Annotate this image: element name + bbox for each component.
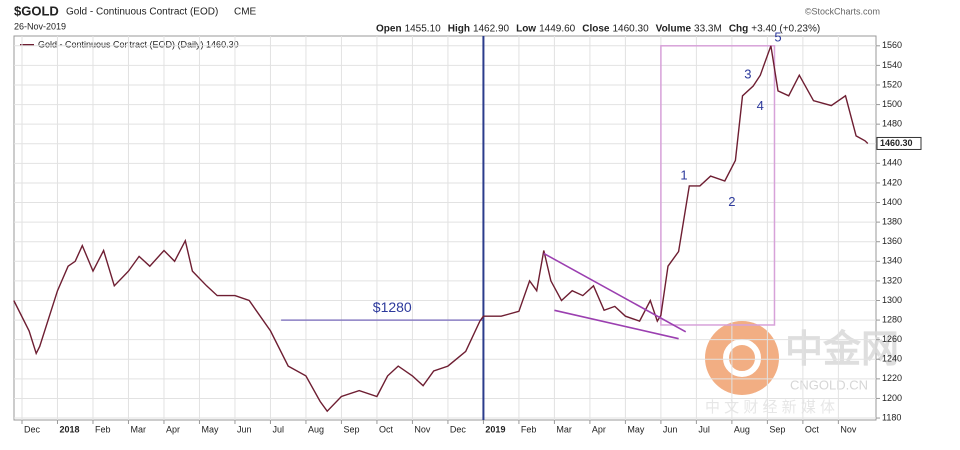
y-tick-label: 1280 (882, 314, 902, 324)
x-tick-label: Apr (592, 424, 606, 434)
x-tick-label: Apr (166, 424, 180, 434)
x-tick-label: Feb (521, 424, 537, 434)
y-tick-label: 1480 (882, 119, 902, 129)
y-tick-label: 1260 (882, 334, 902, 344)
x-tick-label: Sep (343, 424, 359, 434)
wave-label: 1 (680, 168, 687, 183)
quote-value: +3.40 (+0.23%) (751, 24, 820, 35)
y-tick-label: 1400 (882, 197, 902, 207)
price-line (13, 45, 869, 413)
date: 26-Nov-2019 (14, 21, 66, 31)
x-tick-label: Jul (698, 424, 710, 434)
quote-value: 1449.60 (539, 24, 576, 35)
credit: ©StockCharts.com (805, 6, 880, 16)
x-tick-label: Jun (237, 424, 252, 434)
y-tick-label: 1560 (882, 40, 902, 50)
wave-box (660, 45, 776, 326)
y-tick-label: 1240 (882, 354, 902, 364)
wedge-line (554, 309, 679, 340)
y-tick-label: 1520 (882, 79, 902, 89)
quote-value: 1455.10 (405, 24, 442, 35)
y-tick-label: 1420 (882, 177, 902, 187)
instrument-name: Gold - Continuous Contract (EOD) (66, 7, 218, 18)
y-tick-label: 1180 (882, 412, 901, 422)
x-tick-label: Aug (734, 424, 750, 434)
x-tick-label: Jun (663, 424, 678, 434)
y-tick-label: 1340 (882, 256, 902, 266)
x-tick-label: Dec (24, 424, 41, 434)
legend: Gold - Continuous Contract (EOD) (Daily)… (38, 39, 239, 49)
support-label: $1280 (373, 299, 412, 315)
quote-label: Low (516, 24, 536, 35)
quote-label: Volume (656, 24, 692, 35)
x-tick-label: Aug (308, 424, 324, 434)
quote-label: Close (582, 24, 610, 35)
x-tick-label: 2019 (485, 424, 505, 434)
quote-label: High (448, 24, 470, 35)
quote-value: 33.3M (694, 24, 722, 35)
quote-value: 1462.90 (473, 24, 510, 35)
x-tick-label: 2018 (59, 424, 79, 434)
y-tick-label: 1540 (882, 60, 902, 70)
x-tick-label: Nov (414, 424, 431, 434)
x-tick-label: May (201, 424, 219, 434)
exchange: CME (234, 7, 257, 18)
y-tick-label: 1440 (882, 158, 902, 168)
y-tick-label: 1500 (882, 99, 902, 109)
x-tick-label: May (627, 424, 645, 434)
quote-label: Chg (729, 24, 748, 35)
wave-label: 2 (728, 194, 735, 209)
watermark-domain: CNGOLD.CN (790, 377, 868, 392)
x-tick-label: Oct (379, 424, 394, 434)
x-tick-label: Mar (556, 424, 572, 434)
y-tick-label: 1300 (882, 295, 902, 305)
wedge-line (543, 252, 687, 333)
quote-label: Open (376, 24, 402, 35)
y-tick-label: 1220 (882, 373, 902, 383)
x-tick-label: Oct (805, 424, 820, 434)
x-tick-label: Sep (769, 424, 785, 434)
wave-label: 4 (757, 98, 764, 113)
x-tick-label: Dec (450, 424, 467, 434)
wave-label: 5 (774, 29, 781, 44)
y-tick-label: 1380 (882, 216, 902, 226)
last-value-box (876, 136, 922, 150)
watermark-brand: 中金网 (785, 328, 899, 371)
x-tick-label: Nov (840, 424, 857, 434)
watermark-slogan: 中 文 财 经 新 媒 体 (705, 399, 835, 416)
last-value-label: 1460.30 (880, 138, 913, 148)
x-tick-label: Jul (272, 424, 284, 434)
x-tick-label: Mar (130, 424, 146, 434)
wave-label: 3 (744, 67, 751, 82)
y-tick-label: 1200 (882, 393, 902, 403)
plot-frame (13, 35, 877, 421)
watermark-logo (705, 321, 779, 395)
watermark-logo-inner (723, 339, 761, 377)
symbol: $GOLD (14, 3, 59, 18)
quote-value: 1460.30 (612, 24, 649, 35)
y-tick-label: 1360 (882, 236, 902, 246)
y-tick-label: 1320 (882, 275, 902, 285)
x-tick-label: Feb (95, 424, 111, 434)
quote: Open 1455.10 High 1462.90 Low 1449.60 Close 146… (376, 24, 820, 35)
